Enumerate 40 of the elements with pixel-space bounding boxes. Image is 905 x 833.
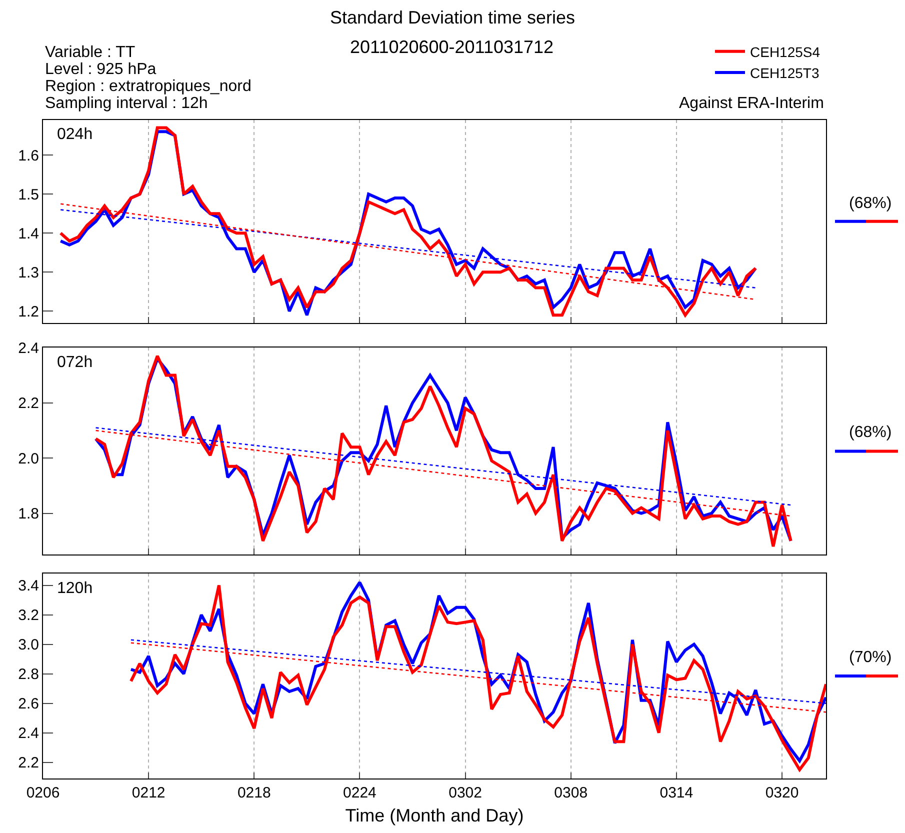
- text: Sampling interval : 12h: [45, 95, 208, 112]
- y-tick-label: 1.5: [18, 186, 39, 204]
- text: Variable : TT: [45, 44, 136, 61]
- annotation: 120h: [57, 580, 93, 597]
- x-tick-label: 0314: [660, 784, 694, 802]
- x-tick-label: 0224: [343, 784, 376, 802]
- x-tick-label: 0308: [554, 784, 588, 802]
- y-tick-label: 2.8: [18, 666, 39, 684]
- y-tick-label: 2.2: [18, 395, 39, 412]
- y-tick-label: 3.0: [18, 636, 39, 654]
- text: Level : 925 hPa: [45, 61, 156, 78]
- chart-title: Standard Deviation time series: [330, 7, 576, 28]
- y-tick-label: 2.0: [18, 450, 39, 468]
- chart-subtitle: 2011020600-2011031712: [350, 37, 554, 57]
- text: Against ERA-Interim: [679, 95, 824, 112]
- y-tick-label: 1.8: [18, 506, 39, 523]
- x-tick-label: 0212: [132, 784, 166, 802]
- y-tick-label: 1.2: [18, 303, 39, 320]
- x-tick-label: 0302: [448, 784, 482, 802]
- y-tick-label: 2.6: [18, 696, 39, 713]
- y-tick-label: 2.4: [18, 725, 39, 742]
- text: (70%): [849, 649, 892, 666]
- legend-label: CEH125S4: [750, 44, 820, 60]
- y-tick-label: 1.6: [18, 147, 39, 164]
- x-tick-label: 0206: [26, 784, 60, 802]
- y-tick-label: 3.2: [18, 607, 39, 624]
- y-tick-label: 1.3: [18, 264, 39, 282]
- y-tick-label: 2.2: [18, 754, 39, 772]
- text: (68%): [849, 195, 892, 212]
- annotation: 024h: [57, 126, 93, 143]
- legend-label: CEH125T3: [750, 64, 820, 81]
- text: (68%): [849, 424, 892, 441]
- y-tick-label: 3.4: [18, 578, 39, 595]
- annotation: 072h: [57, 354, 93, 371]
- text: Region : extratropiques_nord: [45, 78, 252, 95]
- y-tick-label: 2.4: [18, 340, 39, 357]
- x-tick-label: 0320: [765, 784, 799, 802]
- x-tick-label: 0218: [237, 784, 271, 802]
- y-tick-label: 1.4: [18, 225, 39, 242]
- x-axis-title: Time (Month and Day): [345, 806, 524, 826]
